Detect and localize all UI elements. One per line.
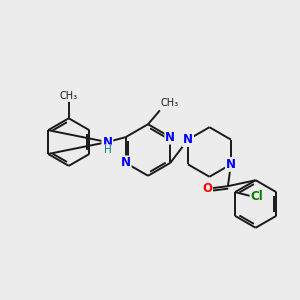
Text: N: N (183, 133, 193, 146)
Text: N: N (226, 158, 236, 171)
Text: CH₃: CH₃ (161, 98, 179, 108)
Text: O: O (202, 182, 212, 195)
Text: N: N (102, 136, 112, 148)
Text: H: H (103, 145, 111, 155)
Text: CH₃: CH₃ (60, 92, 78, 101)
Text: N: N (121, 156, 131, 170)
Text: N: N (165, 130, 175, 144)
Text: Cl: Cl (250, 190, 263, 202)
